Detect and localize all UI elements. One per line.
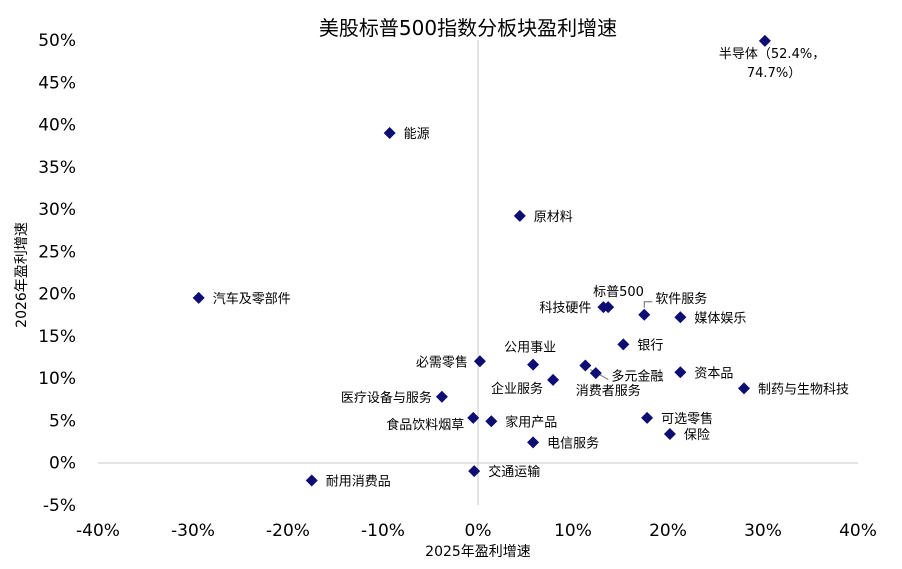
x-tick-label: 20%: [649, 521, 687, 541]
y-tick-label: -5%: [43, 496, 76, 516]
data-point-marker: [738, 382, 750, 395]
x-tick-labels: -40% -30% -20% -10% 0% 10% 20% 30% 40%: [76, 521, 877, 541]
y-tick-label: 35%: [38, 158, 76, 178]
data-point-marker: [674, 311, 687, 324]
data-point-marker: [383, 127, 396, 139]
data-point-marker: [547, 373, 560, 386]
x-tick-label: -20%: [266, 521, 310, 541]
data-point-label: 医疗设备与服务: [341, 390, 432, 406]
data-point-label: 家用产品: [505, 414, 557, 430]
data-point-label: 电信服务: [547, 435, 599, 451]
data-point-marker: [513, 209, 526, 222]
data-point-marker: [674, 366, 687, 379]
data-point-label: 标普500: [593, 285, 644, 300]
x-tick-label: 10%: [554, 521, 592, 541]
data-point-label: 资本品: [694, 366, 733, 381]
data-point-marker: [485, 415, 498, 428]
y-tick-label: 40%: [38, 116, 76, 136]
x-tick-label: 40%: [839, 521, 877, 541]
y-tick-labels: -5% 0% 5% 10% 15% 20% 25% 30% 35% 40% 45% 50%: [38, 31, 76, 516]
data-point-label: 原材料: [534, 210, 573, 225]
data-point-marker: [192, 291, 205, 304]
data-point-label: 半导体（52.4%，: [719, 47, 825, 62]
data-point-label: 食品饮料烟草: [386, 417, 464, 433]
data-point-marker: [617, 338, 630, 351]
data-points: [192, 34, 771, 487]
y-tick-label: 25%: [38, 242, 76, 262]
y-tick-label: 30%: [38, 200, 76, 220]
data-point-label: 汽车及零部件: [213, 291, 291, 307]
x-tick-label: 0%: [465, 521, 492, 541]
y-tick-label: 15%: [38, 327, 76, 347]
data-point-label: 科技硬件: [539, 301, 591, 316]
data-point-label: 公用事业: [504, 341, 556, 356]
x-tick-label: -40%: [76, 521, 120, 541]
data-point-label: 银行: [637, 338, 663, 353]
y-tick-label: 45%: [38, 73, 76, 93]
data-point-marker: [579, 359, 592, 372]
data-point-label: 保险: [684, 428, 710, 443]
x-axis-title: 2025年盈利增速: [425, 544, 531, 560]
y-tick-label: 0%: [49, 454, 76, 474]
y-tick-label: 50%: [38, 31, 76, 51]
data-point-marker: [589, 367, 602, 380]
data-point-label: 交通运输: [488, 464, 540, 480]
x-tick-label: 30%: [744, 521, 782, 541]
data-point-marker: [597, 301, 610, 314]
x-tick-label: -30%: [171, 521, 215, 541]
data-point-marker: [758, 34, 771, 47]
y-tick-label: 20%: [38, 285, 76, 305]
data-point-marker: [527, 358, 540, 371]
data-point-label: 制药与生物科技: [758, 382, 849, 397]
label-leader-line: [643, 301, 653, 308]
data-point-label: 多元金融: [611, 369, 663, 385]
data-point-label: 74.7%）: [747, 66, 801, 81]
data-point-marker: [638, 308, 651, 321]
y-tick-label: 5%: [49, 411, 76, 431]
data-point-marker: [468, 465, 481, 478]
data-point-marker: [435, 390, 448, 403]
data-point-label: 能源: [404, 127, 430, 142]
data-point-label: 消费者服务: [576, 383, 641, 399]
data-point-label: 媒体娱乐: [694, 311, 746, 326]
chart-title: 美股标普500指数分板块盈利增速: [319, 16, 617, 40]
x-tick-label: -10%: [361, 521, 405, 541]
data-point-marker: [473, 355, 486, 368]
data-point-marker: [663, 427, 676, 440]
data-point-marker: [305, 474, 318, 487]
data-point-marker: [527, 436, 540, 449]
y-axis-title: 2026年盈利增速: [14, 222, 30, 328]
data-point-label: 企业服务: [491, 381, 543, 397]
data-point-marker: [467, 411, 480, 424]
data-point-label: 可选零售: [661, 411, 713, 427]
y-tick-label: 10%: [38, 369, 76, 389]
data-point-marker: [641, 411, 654, 424]
data-point-label: 必需零售: [416, 354, 468, 370]
data-point-label: 耐用消费品: [326, 474, 391, 489]
data-point-label: 软件服务: [655, 291, 707, 307]
